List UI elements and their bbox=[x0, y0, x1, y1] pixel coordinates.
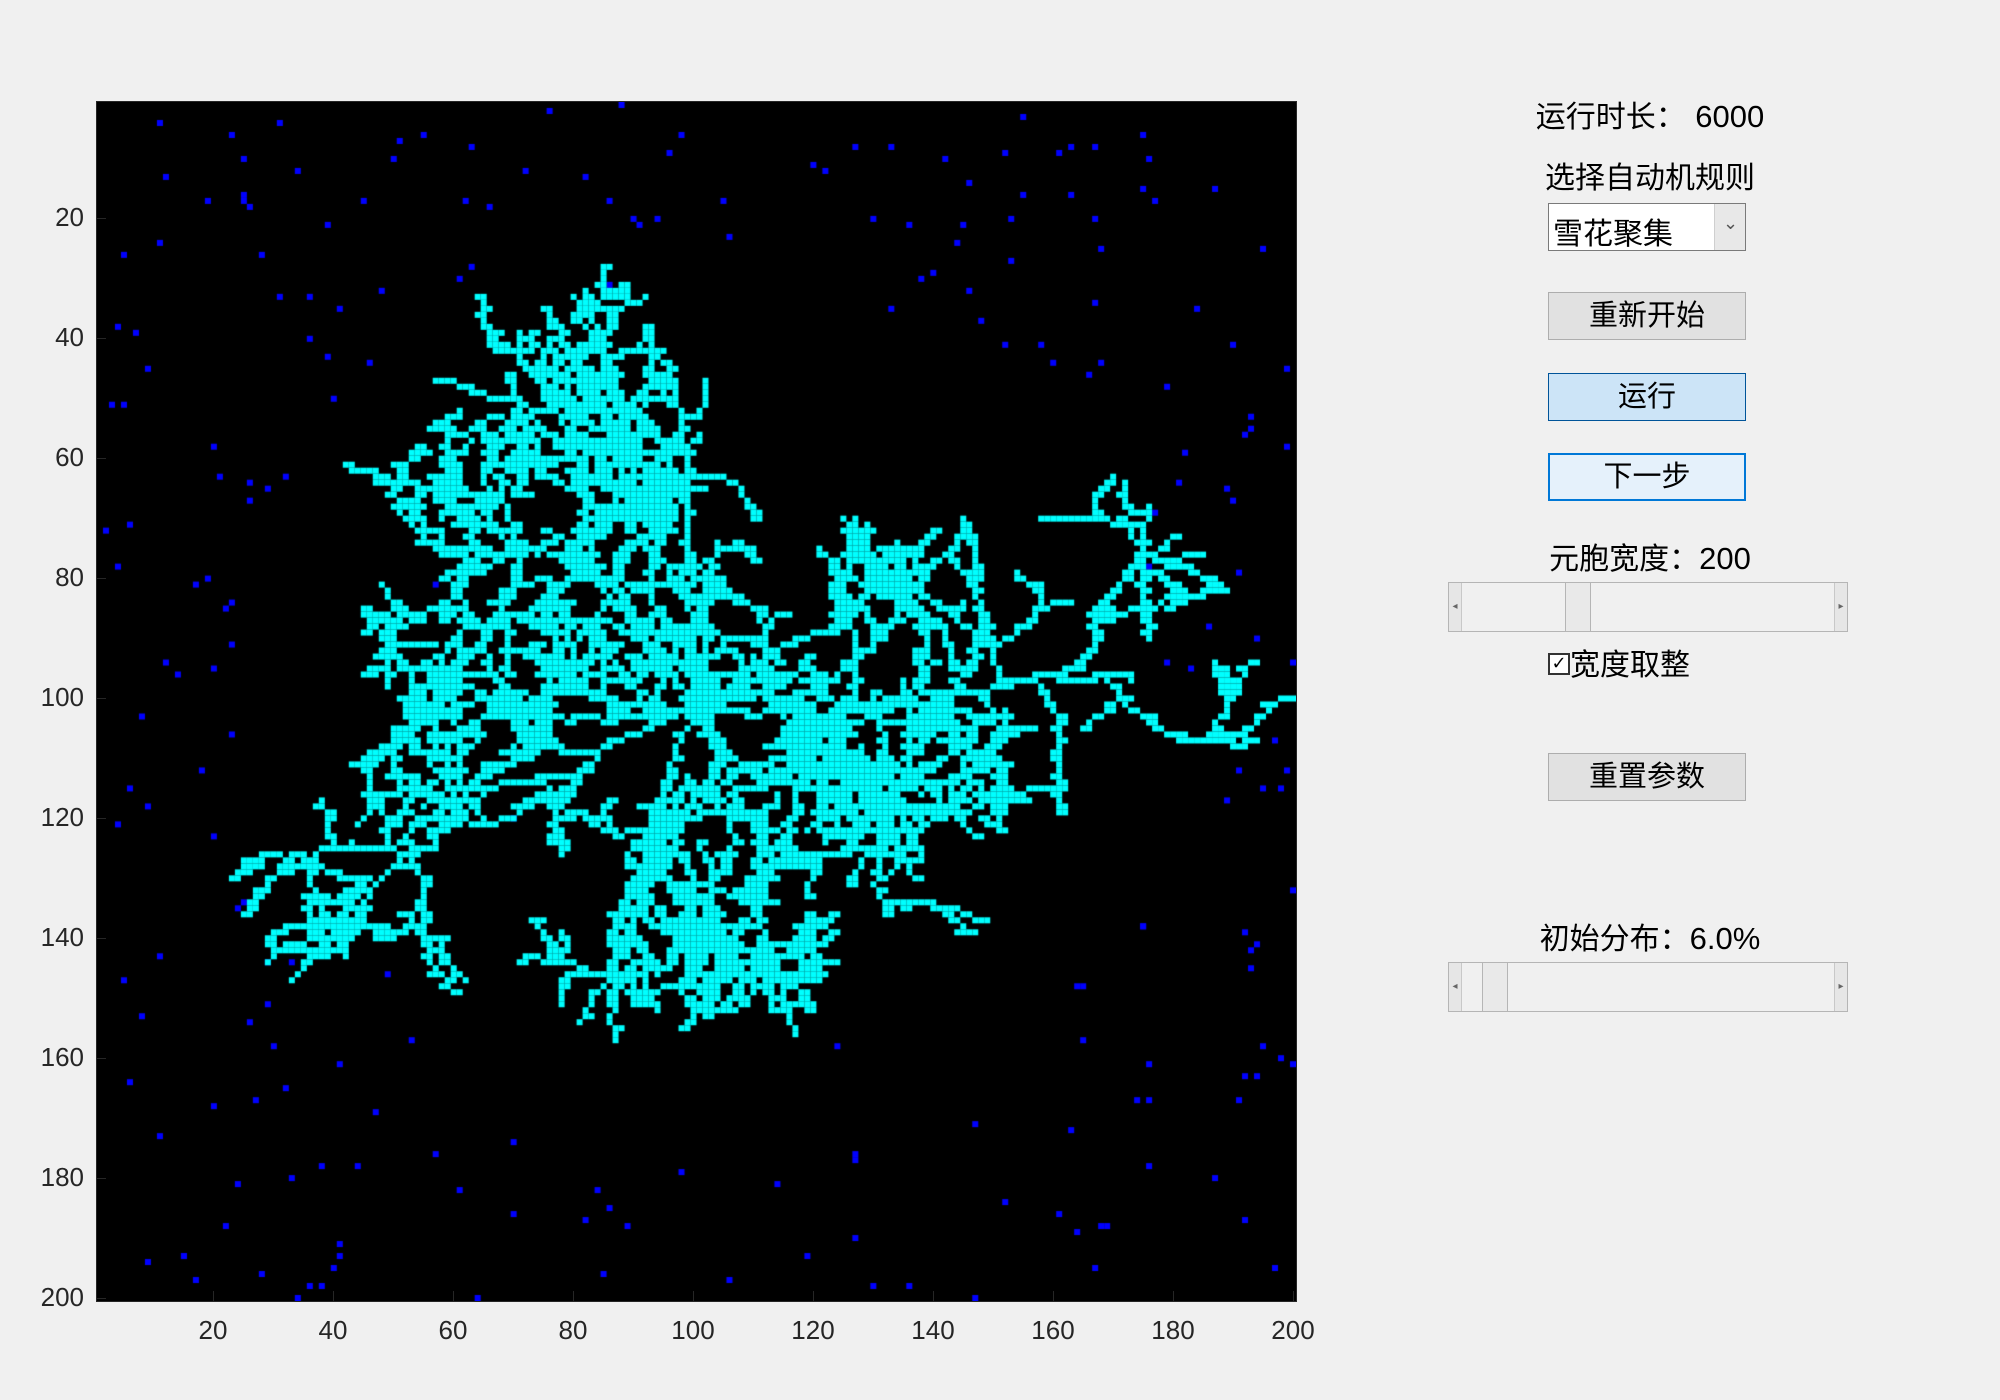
x-tick-label: 60 bbox=[438, 1315, 468, 1345]
dropdown-arrow-button[interactable]: ⌄ bbox=[1714, 204, 1745, 250]
y-tick-mark bbox=[96, 1298, 106, 1299]
slider-left-arrow-icon[interactable]: ◂ bbox=[1449, 963, 1462, 1011]
rule-select-value: 雪花聚集 bbox=[1553, 217, 1673, 252]
y-tick-label: 100 bbox=[40, 682, 84, 712]
next-step-button[interactable]: 下一步 bbox=[1548, 453, 1746, 501]
x-tick-mark bbox=[213, 1291, 214, 1301]
slider-right-arrow-icon[interactable]: ▸ bbox=[1834, 963, 1847, 1011]
x-tick-label: 200 bbox=[1271, 1315, 1315, 1345]
run-button[interactable]: 运行 bbox=[1548, 373, 1746, 421]
cell-width-display: 元胞宽度：200 bbox=[1460, 534, 1840, 578]
y-tick-mark bbox=[96, 338, 106, 339]
x-tick-mark bbox=[933, 1291, 934, 1301]
x-tick-mark bbox=[1053, 1291, 1054, 1301]
y-tick-label: 140 bbox=[40, 922, 84, 952]
x-tick-mark bbox=[813, 1291, 814, 1301]
init-dist-display: 初始分布：6.0% bbox=[1460, 914, 1840, 958]
y-tick-mark bbox=[96, 458, 106, 459]
run-time-value: 6000 bbox=[1695, 99, 1765, 134]
y-tick-mark bbox=[96, 218, 106, 219]
y-tick-mark bbox=[96, 698, 106, 699]
cell-width-slider[interactable]: ◂ ▸ bbox=[1448, 582, 1848, 632]
x-tick-mark bbox=[693, 1291, 694, 1301]
x-tick-mark bbox=[453, 1291, 454, 1301]
rule-select-label: 选择自动机规则 bbox=[1545, 161, 1755, 196]
x-tick-label: 120 bbox=[791, 1315, 835, 1345]
y-tick-mark bbox=[96, 578, 106, 579]
y-tick-mark bbox=[96, 818, 106, 819]
init-dist-slider-thumb[interactable] bbox=[1481, 963, 1508, 1011]
y-tick-mark bbox=[96, 1058, 106, 1059]
x-tick-mark bbox=[1293, 1291, 1294, 1301]
cell-width-slider-thumb[interactable] bbox=[1565, 583, 1592, 631]
round-width-label: 宽度取整 bbox=[1570, 648, 1690, 683]
init-dist-label: 初始分布： bbox=[1539, 922, 1690, 957]
y-tick-label: 200 bbox=[40, 1282, 84, 1312]
init-dist-value: 6.0% bbox=[1689, 921, 1761, 956]
run-time-label: 运行时长： bbox=[1535, 100, 1686, 135]
y-tick-mark bbox=[96, 1178, 106, 1179]
automaton-grid-plot bbox=[96, 101, 1297, 1302]
y-tick-label: 80 bbox=[55, 562, 84, 592]
init-dist-slider[interactable]: ◂ ▸ bbox=[1448, 962, 1848, 1012]
y-tick-label: 20 bbox=[55, 202, 84, 232]
x-tick-label: 80 bbox=[558, 1315, 588, 1345]
y-tick-label: 60 bbox=[55, 442, 84, 472]
round-width-checkbox[interactable]: ✓ 宽度取整 bbox=[1548, 640, 1848, 683]
x-tick-mark bbox=[333, 1291, 334, 1301]
y-tick-mark bbox=[96, 938, 106, 939]
x-tick-label: 180 bbox=[1151, 1315, 1195, 1345]
checkbox-icon[interactable]: ✓ bbox=[1548, 652, 1570, 675]
x-tick-label: 40 bbox=[318, 1315, 348, 1345]
x-tick-label: 140 bbox=[911, 1315, 955, 1345]
x-tick-mark bbox=[573, 1291, 574, 1301]
restart-button[interactable]: 重新开始 bbox=[1548, 292, 1746, 340]
x-tick-mark bbox=[1173, 1291, 1174, 1301]
chevron-down-icon: ⌄ bbox=[1723, 213, 1739, 234]
slider-left-arrow-icon[interactable]: ◂ bbox=[1449, 583, 1462, 631]
cell-width-value: 200 bbox=[1699, 541, 1751, 576]
automaton-grid-canvas bbox=[97, 102, 1296, 1301]
x-tick-label: 20 bbox=[198, 1315, 228, 1345]
reset-params-button[interactable]: 重置参数 bbox=[1548, 753, 1746, 801]
slider-right-arrow-icon[interactable]: ▸ bbox=[1834, 583, 1847, 631]
y-tick-label: 40 bbox=[55, 322, 84, 352]
run-time-display: 运行时长： 6000 bbox=[1460, 92, 1840, 136]
y-tick-label: 180 bbox=[40, 1162, 84, 1192]
x-tick-label: 160 bbox=[1031, 1315, 1075, 1345]
y-tick-label: 120 bbox=[40, 802, 84, 832]
y-tick-label: 160 bbox=[40, 1042, 84, 1072]
rule-select-dropdown[interactable]: 雪花聚集 ⌄ bbox=[1548, 203, 1746, 252]
x-tick-label: 100 bbox=[671, 1315, 715, 1345]
cell-width-label: 元胞宽度： bbox=[1549, 542, 1700, 577]
